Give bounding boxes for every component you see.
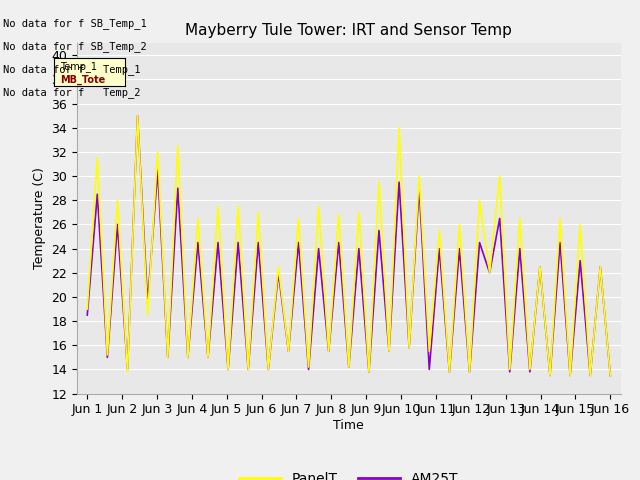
Y-axis label: Temperature (C): Temperature (C) [33,168,45,269]
Text: No data for f SB_Temp_2: No data for f SB_Temp_2 [3,41,147,52]
Text: MB_Tote: MB_Tote [60,75,106,85]
X-axis label: Time: Time [333,419,364,432]
Text: No data for f   Temp_1: No data for f Temp_1 [3,64,141,75]
Text: No data for f   Temp_2: No data for f Temp_2 [3,87,141,98]
Title: Mayberry Tule Tower: IRT and Sensor Temp: Mayberry Tule Tower: IRT and Sensor Temp [186,23,512,38]
Legend: PanelT, AM25T: PanelT, AM25T [234,467,464,480]
Text: Temp_1: Temp_1 [60,61,97,72]
Text: No data for f SB_Temp_1: No data for f SB_Temp_1 [3,18,147,29]
